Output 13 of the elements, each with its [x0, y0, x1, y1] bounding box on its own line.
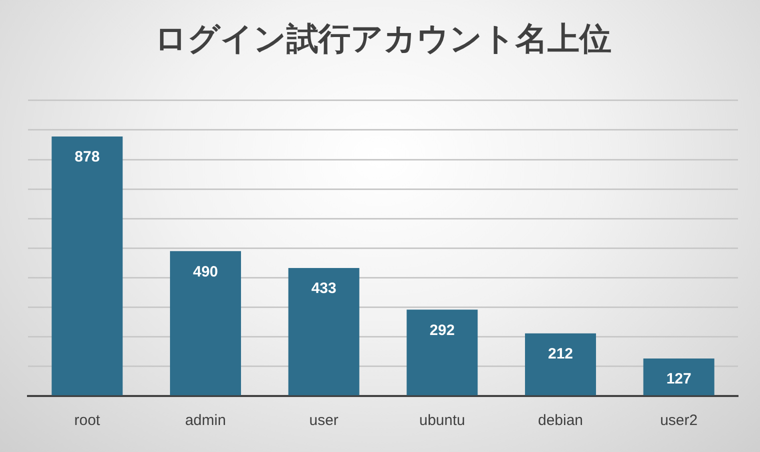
data-label: 292	[430, 322, 455, 339]
x-tick-label: root	[74, 412, 101, 430]
x-tick-label: user	[309, 412, 338, 430]
x-tick-label: debian	[538, 412, 584, 430]
chart-title: ログイン試行アカウント名上位	[154, 20, 612, 58]
x-tick-label: ubuntu	[419, 412, 466, 430]
data-label: 490	[192, 263, 218, 280]
data-label: 212	[548, 345, 574, 362]
x-tick-label: admin	[185, 412, 226, 430]
x-tick-label: user2	[660, 412, 698, 430]
data-label: 127	[666, 370, 692, 388]
data-label: 433	[311, 280, 336, 298]
data-label: 878	[74, 148, 100, 166]
